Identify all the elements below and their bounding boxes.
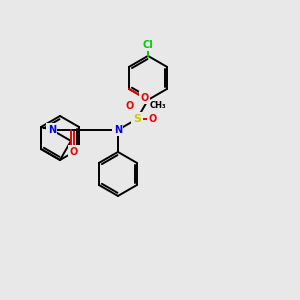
Text: N: N: [48, 125, 56, 135]
Text: O: O: [140, 93, 148, 103]
Text: CH₃: CH₃: [149, 101, 166, 110]
Text: S: S: [133, 114, 141, 124]
Text: Cl: Cl: [142, 40, 153, 50]
Text: O: O: [70, 147, 78, 157]
Text: N: N: [114, 125, 122, 135]
Text: O: O: [148, 114, 157, 124]
Text: O: O: [125, 100, 134, 111]
